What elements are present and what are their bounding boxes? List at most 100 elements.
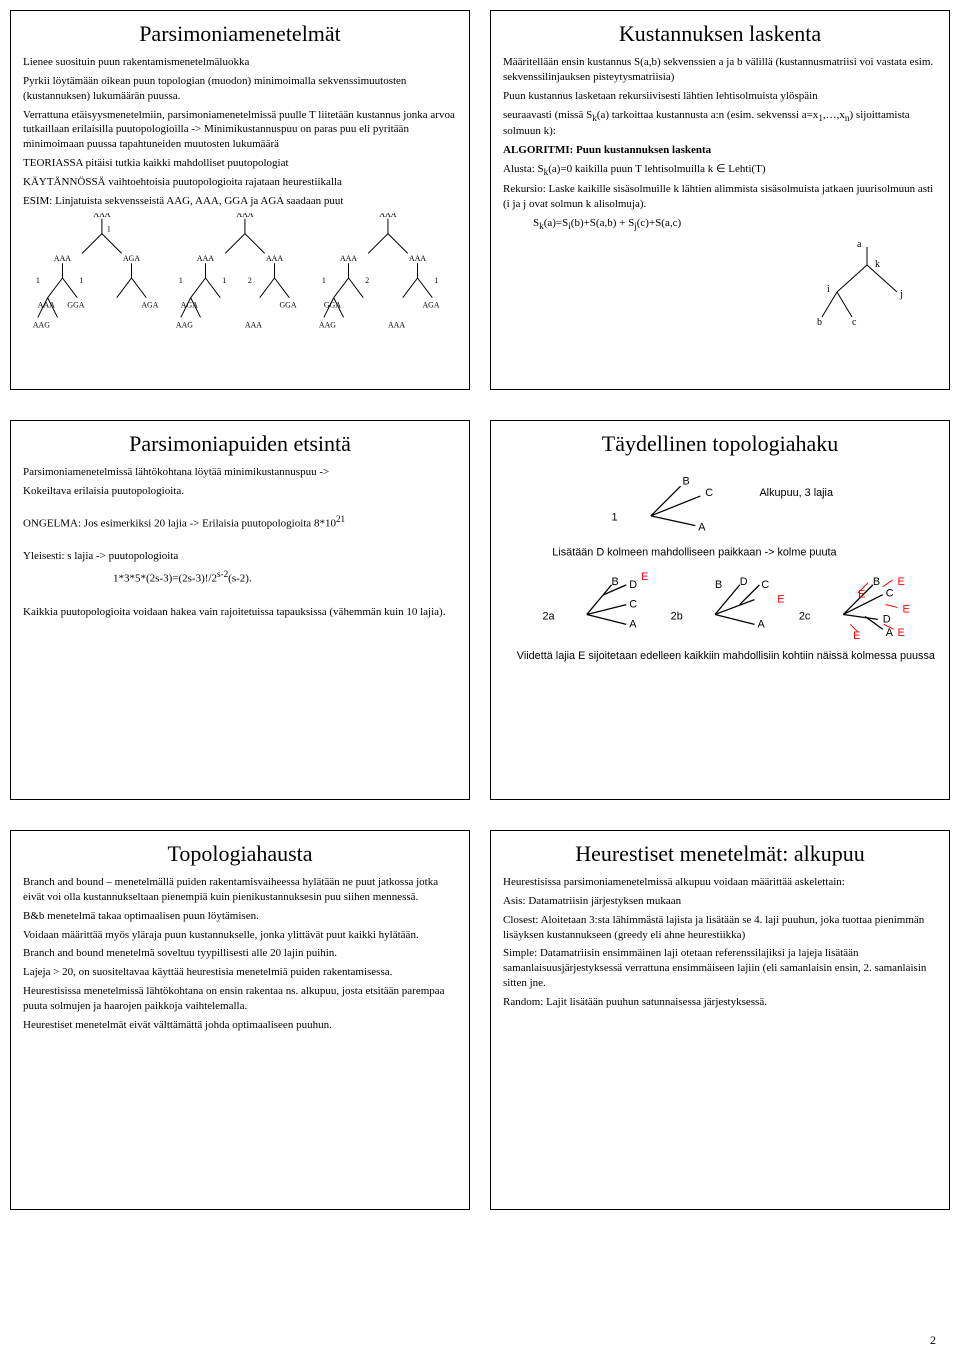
svg-text:AAA: AAA bbox=[388, 320, 405, 329]
svg-text:E: E bbox=[777, 594, 784, 606]
svg-text:AAA: AAA bbox=[340, 254, 357, 263]
svg-text:j: j bbox=[899, 289, 903, 300]
svg-text:A: A bbox=[757, 618, 765, 630]
svg-text:AAA: AAA bbox=[409, 254, 426, 263]
svg-text:E: E bbox=[902, 603, 909, 615]
svg-text:1: 1 bbox=[79, 276, 83, 285]
svg-text:AAG: AAG bbox=[33, 320, 50, 329]
paragraph: 1*3*5*(2s-3)=(2s-3)!/2s-2(s-2). bbox=[113, 568, 457, 587]
svg-text:1: 1 bbox=[434, 276, 438, 285]
svg-text:A: A bbox=[698, 522, 706, 534]
svg-text:C: C bbox=[761, 579, 769, 591]
slide-title: Parsimoniamenetelmät bbox=[23, 21, 457, 47]
svg-text:i: i bbox=[827, 284, 830, 295]
paragraph: Sk(a)=Si(b)+S(a,b) + Sj(c)+S(a,c) bbox=[533, 216, 937, 233]
svg-text:2c: 2c bbox=[799, 610, 811, 622]
svg-text:Lisätään D kolmeen mahdollisee: Lisätään D kolmeen mahdolliseen paikkaan… bbox=[552, 546, 837, 558]
svg-text:AAA: AAA bbox=[38, 300, 55, 309]
svg-text:a: a bbox=[857, 239, 862, 250]
svg-text:AAA: AAA bbox=[93, 213, 110, 219]
paragraph: KÄYTÄNNÖSSÄ vaihtoehtoisia puutopologioi… bbox=[23, 175, 457, 190]
svg-text:1: 1 bbox=[107, 224, 111, 233]
paragraph: Kaikkia puutopologioita voidaan hakea va… bbox=[23, 605, 457, 620]
svg-text:1: 1 bbox=[179, 276, 183, 285]
svg-text:E: E bbox=[641, 571, 648, 583]
svg-text:C: C bbox=[629, 599, 637, 611]
paragraph: Heurestiset menetelmät eivät välttämättä… bbox=[23, 1018, 457, 1033]
svg-text:B: B bbox=[715, 579, 722, 591]
svg-text:AAA: AAA bbox=[245, 320, 262, 329]
svg-text:AAA: AAA bbox=[236, 213, 253, 219]
svg-text:AAG: AAG bbox=[319, 320, 336, 329]
paragraph: Pyrkii löytämään oikean puun topologian … bbox=[23, 74, 457, 104]
slide-parsimoniamenetelmat: Parsimoniamenetelmät Lienee suosituin pu… bbox=[10, 10, 470, 390]
paragraph: Verrattuna etäisyysmenetelmiin, parsimon… bbox=[23, 108, 457, 153]
svg-text:AGA: AGA bbox=[181, 300, 198, 309]
svg-text:k: k bbox=[875, 259, 880, 270]
paragraph: TEORIASSA pitäisi tutkia kaikki mahdolli… bbox=[23, 156, 457, 171]
paragraph: Yleisesti: s lajia -> puutopologioita bbox=[23, 549, 457, 564]
svg-text:AAA: AAA bbox=[197, 254, 214, 263]
page-number: 2 bbox=[930, 1333, 936, 1348]
paragraph: Voidaan määrittää myös yläraja puun kust… bbox=[23, 928, 457, 943]
paragraph: Simple: Datamatriisin ensimmäinen laji o… bbox=[503, 946, 937, 991]
svg-text:b: b bbox=[817, 317, 822, 327]
paragraph: Lienee suosituin puun rakentamismenetelm… bbox=[23, 55, 457, 70]
slide-topologiahausta: Topologiahausta Branch and bound – menet… bbox=[10, 830, 470, 1210]
text: seuraavasti (missä S bbox=[503, 109, 592, 121]
svg-text:D: D bbox=[883, 613, 891, 625]
svg-text:AAA: AAA bbox=[54, 254, 71, 263]
svg-text:D: D bbox=[740, 576, 748, 588]
svg-text:E: E bbox=[858, 589, 865, 601]
svg-text:Viidettä lajia E sijoitetaan e: Viidettä lajia E sijoitetaan edelleen ka… bbox=[517, 650, 937, 662]
svg-text:2a: 2a bbox=[542, 610, 555, 622]
svg-text:AAA: AAA bbox=[266, 254, 283, 263]
slide-title: Kustannuksen laskenta bbox=[503, 21, 937, 47]
svg-text:1: 1 bbox=[222, 276, 226, 285]
svg-text:B: B bbox=[873, 576, 880, 588]
slide-taydellinen-topologiahaku: Täydellinen topologiahaku 1 B C A Alkupu… bbox=[490, 420, 950, 800]
svg-text:GGA: GGA bbox=[324, 300, 341, 309]
svg-text:D: D bbox=[629, 579, 637, 591]
svg-text:2: 2 bbox=[248, 276, 252, 285]
svg-text:C: C bbox=[705, 487, 713, 499]
parsimony-trees-figure: AAA 1 AAA AAA AAA 1 1 A bbox=[23, 213, 457, 343]
text: (a) tarkoittaa kustannusta a:n (esim. se… bbox=[597, 109, 819, 121]
svg-text:E: E bbox=[898, 576, 905, 588]
slide-title: Parsimoniapuiden etsintä bbox=[23, 431, 457, 457]
svg-text:2b: 2b bbox=[671, 610, 683, 622]
paragraph: Alusta: Sk(a)=0 kaikilla puun T lehtisol… bbox=[503, 162, 937, 179]
svg-text:Alkupuu, 3 lajia: Alkupuu, 3 lajia bbox=[759, 487, 834, 499]
paragraph: Branch and bound menetelmä soveltuu tyyp… bbox=[23, 946, 457, 961]
algorithm-title: ALGORITMI: Puun kustannuksen laskenta bbox=[503, 143, 937, 158]
svg-text:2: 2 bbox=[365, 276, 369, 285]
paragraph: Heurestisissa menetelmissä lähtökohtana … bbox=[23, 984, 457, 1014]
slide-heurestiset-menetelmat: Heurestiset menetelmät: alkupuu Heuresti… bbox=[490, 830, 950, 1210]
paragraph: Asis: Datamatriisin järjestyksen mukaan bbox=[503, 894, 937, 909]
svg-text:AGA: AGA bbox=[422, 300, 439, 309]
slide-parsimoniapuiden-etsinta: Parsimoniapuiden etsintä Parsimoniamenet… bbox=[10, 420, 470, 800]
paragraph: Määritellään ensin kustannus S(a,b) sekv… bbox=[503, 55, 937, 85]
svg-text:GGA: GGA bbox=[67, 300, 84, 309]
svg-text:AGA: AGA bbox=[123, 254, 140, 263]
paragraph: Random: Lajit lisätään puuhun satunnaise… bbox=[503, 995, 937, 1010]
paragraph: ONGELMA: Jos esimerkiksi 20 lajia -> Eri… bbox=[23, 513, 457, 532]
svg-text:A: A bbox=[629, 618, 637, 630]
cost-tree-figure: a k i j b c bbox=[797, 237, 937, 327]
slide-kustannuksen-laskenta: Kustannuksen laskenta Määritellään ensin… bbox=[490, 10, 950, 390]
svg-text:AAG: AAG bbox=[176, 320, 193, 329]
svg-text:C: C bbox=[886, 588, 894, 600]
svg-text:GGA: GGA bbox=[279, 300, 296, 309]
paragraph: Rekursio: Laske kaikille sisäsolmuille k… bbox=[503, 182, 937, 212]
paragraph: Lajeja > 20, on suositeltavaa käyttää he… bbox=[23, 965, 457, 980]
paragraph: Puun kustannus lasketaan rekursiivisesti… bbox=[503, 89, 937, 104]
svg-text:1: 1 bbox=[322, 276, 326, 285]
paragraph: Kokeiltava erilaisia puutopologioita. bbox=[23, 484, 457, 499]
slide-title: Topologiahausta bbox=[23, 841, 457, 867]
paragraph: Parsimoniamenetelmissä lähtökohtana löyt… bbox=[23, 465, 457, 480]
svg-text:E: E bbox=[898, 627, 905, 639]
paragraph: Closest: Aloitetaan 3:sta lähimmästä laj… bbox=[503, 913, 937, 943]
paragraph: Heurestisissa parsimoniamenetelmissä alk… bbox=[503, 875, 937, 890]
svg-text:AGA: AGA bbox=[141, 300, 158, 309]
topology-search-figure: 1 B C A Alkupuu, 3 lajia Lisätään D kolm… bbox=[503, 465, 937, 685]
